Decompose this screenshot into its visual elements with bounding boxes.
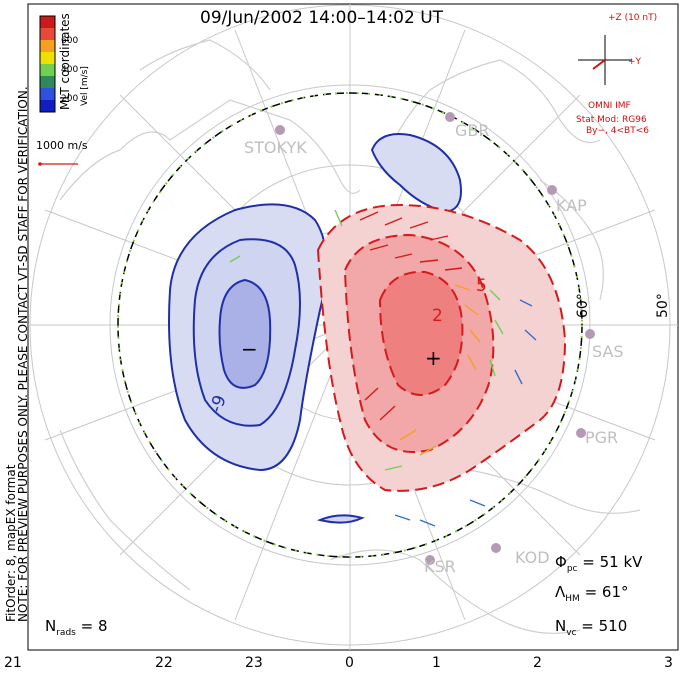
colorbar-swatch	[40, 76, 55, 89]
hmb-vectors	[117, 92, 583, 558]
colorbar-swatch	[40, 88, 55, 101]
coastlines	[59, 39, 641, 634]
station-stokyk: STOKYK	[244, 138, 307, 157]
colorbar-tick-400: 400	[61, 65, 79, 75]
station-kap: KAP	[556, 196, 587, 215]
scale-vector-origin	[38, 162, 42, 166]
imf-y-label: +Y	[628, 57, 642, 67]
mlt-label-3: 3	[664, 655, 673, 671]
station-sas: SAS	[592, 342, 624, 361]
colorbar-frame	[39, 15, 56, 113]
mlt-label-21: 21	[4, 655, 22, 671]
mlt-label-1: 1	[432, 655, 441, 671]
colorbar-tick-200: 200	[61, 94, 79, 104]
colorbar-swatch	[40, 40, 55, 53]
map-title: 09/Jun/2002 14:00–14:02 UT	[200, 8, 444, 28]
mlt-label-0: 0	[345, 655, 354, 671]
imf-clock	[578, 35, 632, 85]
colorbar-label: Vel [m/s]	[80, 66, 90, 106]
radar-stations	[275, 112, 595, 565]
colorbar	[39, 15, 56, 113]
plot-frame	[27, 3, 679, 651]
colorbar-tick-600: 600	[61, 36, 79, 46]
imf-z-label: +Z (10 nT)	[608, 13, 658, 23]
potential-min-marker: −	[241, 337, 258, 361]
colorbar-swatch	[40, 28, 55, 41]
scale-vector-label: 1000 m/s	[36, 139, 88, 152]
colorbar-swatch	[40, 100, 55, 113]
contour-label-5: 5	[476, 276, 487, 296]
vector-count: Nvc = 510	[555, 617, 628, 638]
cross-polar-potential: Φpc = 51 kV	[555, 553, 643, 574]
colorbar-swatch	[40, 64, 55, 77]
station-gbr: GBR	[455, 121, 490, 140]
station-ksr: KSR	[424, 557, 456, 576]
station-kod: KOD	[515, 548, 550, 567]
station-pgr: PGR	[585, 428, 619, 447]
imf-condition: By−, 4<BT<6	[586, 126, 649, 136]
hmb-latitude: ΛHM = 61°	[555, 583, 629, 604]
negative-potential-cell	[168, 133, 462, 524]
mlt-label-2: 2	[533, 655, 542, 671]
latitude-label-50: 50°	[655, 293, 671, 318]
potential-max-marker: +	[425, 346, 442, 370]
latitude-label-60: 60°	[575, 293, 591, 318]
mlt-label-22: 22	[155, 655, 173, 671]
colorbar-swatch	[40, 16, 55, 29]
radar-count: Nrads = 8	[45, 617, 108, 638]
imf-model: Stat Mod: RG96	[576, 115, 647, 125]
imf-source: OMNI IMF	[588, 101, 631, 111]
preview-note: NOTE: FOR PREVIEW PURPOSES ONLY. PLEASE …	[16, 86, 30, 622]
colorbar-swatch	[40, 52, 55, 65]
mlt-label-23: 23	[245, 655, 263, 671]
contour-label-2: 2	[432, 306, 443, 326]
velocity-vectors	[229, 209, 537, 527]
